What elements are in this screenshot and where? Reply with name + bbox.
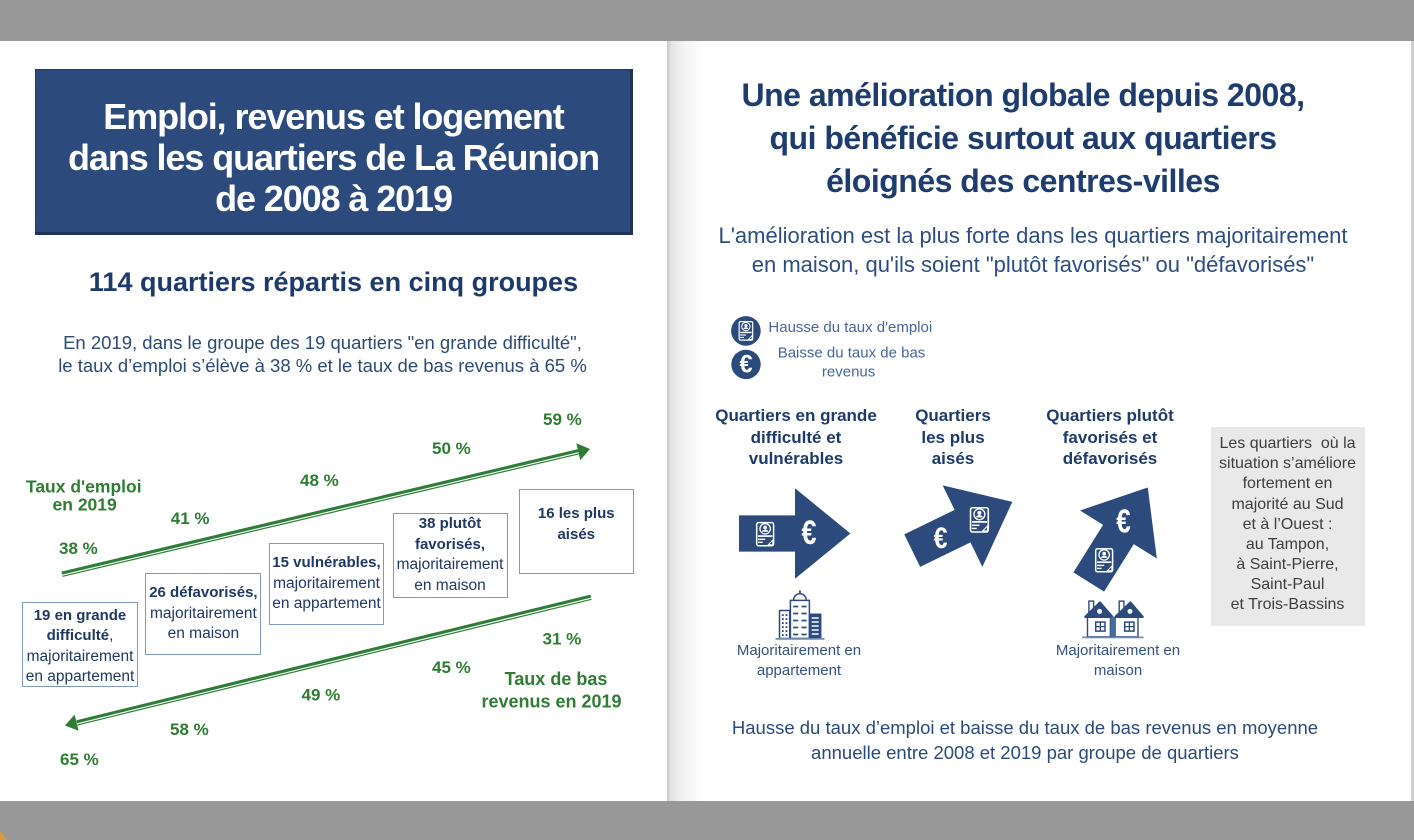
svg-text:41 %: 41 % bbox=[171, 509, 210, 528]
svg-text:58 %: 58 % bbox=[170, 720, 209, 739]
svg-text:Taux d'emploi: Taux d'emploi bbox=[26, 477, 142, 497]
svg-text:Hausse du taux d'emploi: Hausse du taux d'emploi bbox=[768, 319, 932, 336]
svg-text:38 %: 38 % bbox=[59, 539, 98, 558]
svg-text:Baisse du taux de bas: Baisse du taux de bas bbox=[778, 345, 926, 362]
svg-text:49 %: 49 % bbox=[302, 686, 341, 705]
svg-text:45 %: 45 % bbox=[432, 658, 471, 677]
svg-text:Taux de bas: Taux de bas bbox=[505, 669, 608, 689]
svg-text:en 2019: en 2019 bbox=[53, 495, 117, 515]
svg-text:€: € bbox=[934, 522, 948, 555]
svg-text:€: € bbox=[802, 514, 817, 552]
svg-text:revenus: revenus bbox=[822, 363, 875, 380]
svg-text:48 %: 48 % bbox=[300, 471, 339, 490]
svg-text:31 %: 31 % bbox=[543, 630, 582, 649]
svg-text:50 %: 50 % bbox=[432, 439, 471, 458]
svg-text:59 %: 59 % bbox=[543, 410, 582, 429]
svg-text:65 %: 65 % bbox=[60, 750, 99, 769]
svg-text:revenus en 2019: revenus en 2019 bbox=[481, 692, 621, 712]
svg-text:€: € bbox=[740, 350, 753, 378]
svg-text:€: € bbox=[1116, 503, 1131, 540]
